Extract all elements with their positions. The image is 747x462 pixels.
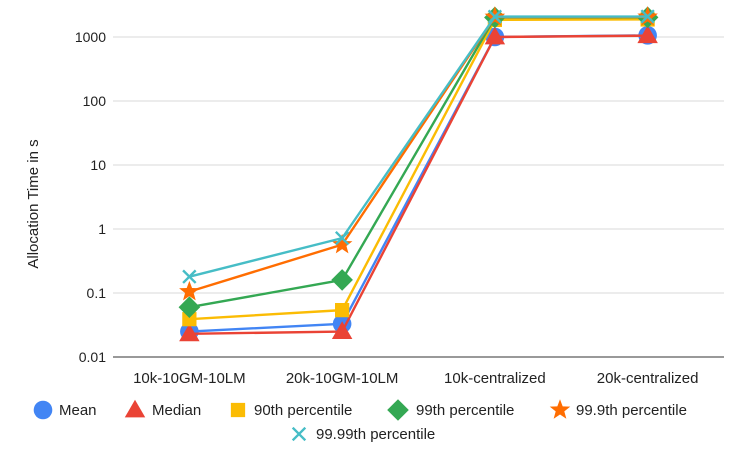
y-axis-ticks: 0.01 0.1 1 10 100 1000 xyxy=(75,29,106,365)
legend-label: 99.9th percentile xyxy=(576,402,687,419)
data-point xyxy=(487,9,503,24)
data-point xyxy=(331,269,353,291)
data-point xyxy=(178,296,201,318)
legend-item-mean[interactable]: Mean xyxy=(33,400,97,420)
legend-label: 90th percentile xyxy=(254,402,352,419)
legend-item-99th-percentile[interactable]: 99th percentile xyxy=(387,399,514,421)
legend-marker-icon xyxy=(387,399,409,421)
legend-marker-icon xyxy=(549,399,571,419)
series-99th-percentile xyxy=(178,6,659,318)
data-point xyxy=(182,312,197,327)
legend-marker-icon xyxy=(33,400,53,420)
series-line xyxy=(189,15,648,293)
legend-marker-icon xyxy=(230,402,246,418)
x-tick-label: 10k-centralized xyxy=(444,370,546,387)
series-90th-percentile xyxy=(182,12,655,327)
x-tick-label: 10k-10GM-10LM xyxy=(133,370,246,387)
series-line xyxy=(189,18,648,321)
legend-label: Median xyxy=(152,402,201,419)
data-point xyxy=(334,230,350,246)
data-point xyxy=(640,9,655,24)
legend-marker-icon xyxy=(291,426,307,442)
data-point xyxy=(637,25,658,44)
legend-marker-icon xyxy=(124,399,146,418)
series-line xyxy=(189,34,648,336)
legend-item-90th-percentile[interactable]: 90th percentile xyxy=(230,402,353,419)
data-point xyxy=(179,280,200,301)
data-point xyxy=(182,269,197,284)
y-tick-label: 1000 xyxy=(75,29,106,45)
legend-item-median[interactable]: Median xyxy=(124,399,201,419)
y-tick-label: 0.1 xyxy=(87,285,107,301)
series-median xyxy=(179,25,658,342)
x-tick-label: 20k-10GM-10LM xyxy=(286,370,399,387)
series-99-99th-percentile xyxy=(182,9,655,284)
series-line xyxy=(189,15,648,278)
legend-label: 99th percentile xyxy=(416,402,514,419)
series-group xyxy=(178,6,659,342)
legend-item-99-99th-percentile[interactable]: 99.99th percentile xyxy=(291,426,436,443)
series-line xyxy=(189,16,648,309)
x-tick-label: 20k-centralized xyxy=(597,370,699,387)
data-point xyxy=(331,233,353,254)
data-point xyxy=(331,321,353,339)
y-tick-label: 100 xyxy=(83,93,107,109)
legend-label: Mean xyxy=(59,402,97,419)
gridlines xyxy=(113,36,724,358)
data-point xyxy=(179,323,200,342)
y-tick-label: 1 xyxy=(98,221,106,237)
y-tick-label: 10 xyxy=(90,157,106,173)
data-point xyxy=(335,303,350,318)
legend-label: 99.99th percentile xyxy=(316,426,435,443)
legend: Mean Median 90th percentile 99th percentile… xyxy=(33,399,687,443)
x-axis-ticks: 10k-10GM-10LM 20k-10GM-10LM 10k-centralize… xyxy=(133,370,698,387)
legend-item-99-9th-percentile[interactable]: 99.9th percentile xyxy=(549,399,687,419)
y-tick-label: 0.01 xyxy=(79,349,106,365)
data-point xyxy=(484,26,506,45)
y-axis-label: Allocation Time in s xyxy=(25,139,42,268)
series-99-9th-percentile xyxy=(179,6,658,301)
